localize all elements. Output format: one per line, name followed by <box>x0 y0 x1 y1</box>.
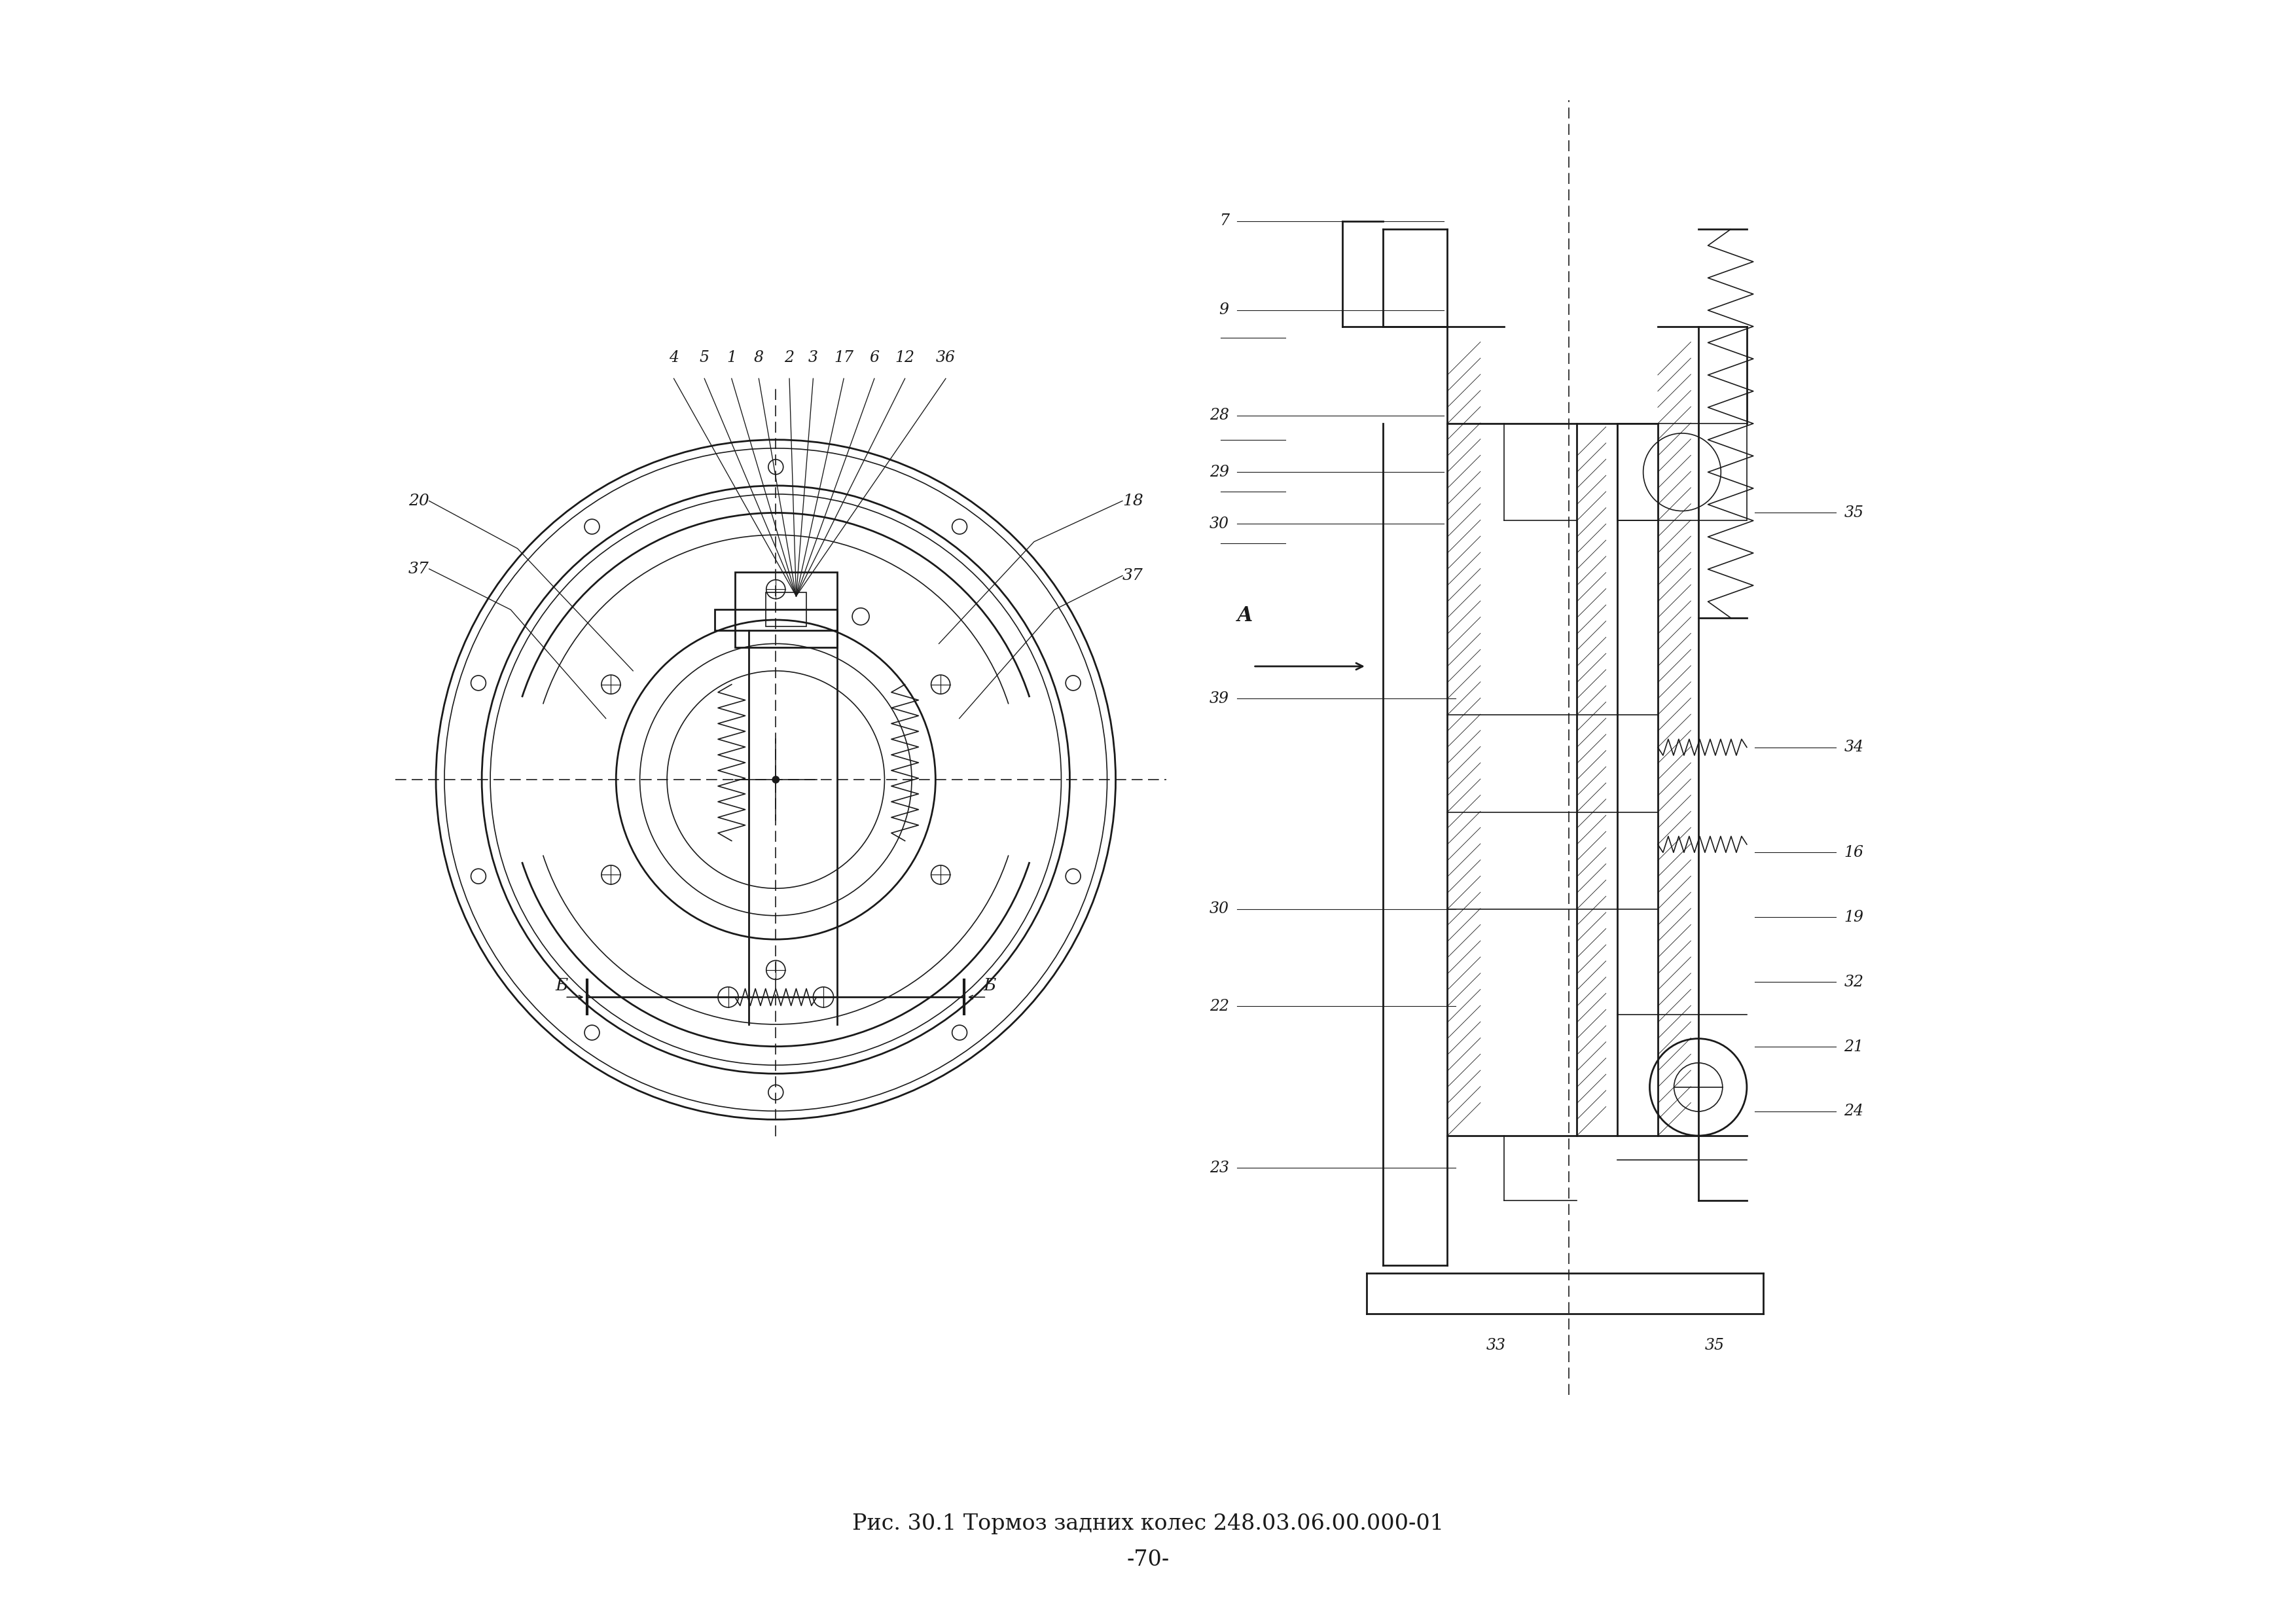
Text: 34: 34 <box>1844 739 1864 755</box>
Text: 5: 5 <box>700 349 709 365</box>
Circle shape <box>771 776 778 783</box>
Bar <box>1616 424 1747 521</box>
Text: 1: 1 <box>728 349 737 365</box>
Text: 30: 30 <box>1210 901 1228 916</box>
Bar <box>765 593 806 627</box>
Text: 18: 18 <box>1123 494 1143 508</box>
Text: 16: 16 <box>1844 844 1864 861</box>
Text: 29: 29 <box>1210 464 1228 479</box>
Text: А: А <box>1238 606 1254 625</box>
Text: 24: 24 <box>1844 1104 1864 1119</box>
Text: 7: 7 <box>1219 214 1228 229</box>
Text: 37: 37 <box>1123 568 1143 583</box>
Text: 36: 36 <box>937 349 955 365</box>
Text: 30: 30 <box>1210 516 1228 531</box>
Text: 4: 4 <box>668 349 680 365</box>
Text: 28: 28 <box>1210 408 1228 422</box>
Text: -70-: -70- <box>1127 1549 1169 1570</box>
Text: 12: 12 <box>895 349 914 365</box>
Text: 23: 23 <box>1210 1161 1228 1176</box>
Text: 17: 17 <box>833 349 854 365</box>
Text: Б: Б <box>556 978 567 994</box>
Text: 21: 21 <box>1844 1039 1864 1054</box>
Text: Б: Б <box>983 978 996 994</box>
Text: 35: 35 <box>1844 505 1864 520</box>
Text: 37: 37 <box>409 562 429 577</box>
Bar <box>735 572 838 646</box>
Text: 2: 2 <box>785 349 794 365</box>
Text: 19: 19 <box>1844 909 1864 924</box>
Text: Рис. 30.1 Тормоз задних колес 248.03.06.00.000-01: Рис. 30.1 Тормоз задних колес 248.03.06.… <box>852 1514 1444 1535</box>
Text: 35: 35 <box>1704 1338 1724 1353</box>
Text: 8: 8 <box>753 349 765 365</box>
Text: 39: 39 <box>1210 692 1228 706</box>
Text: 22: 22 <box>1210 999 1228 1013</box>
Text: 33: 33 <box>1486 1338 1506 1353</box>
Text: 20: 20 <box>409 494 429 508</box>
Text: 3: 3 <box>808 349 817 365</box>
Text: 6: 6 <box>870 349 879 365</box>
Text: 9: 9 <box>1219 302 1228 318</box>
Text: 32: 32 <box>1844 974 1864 989</box>
Bar <box>714 609 838 630</box>
